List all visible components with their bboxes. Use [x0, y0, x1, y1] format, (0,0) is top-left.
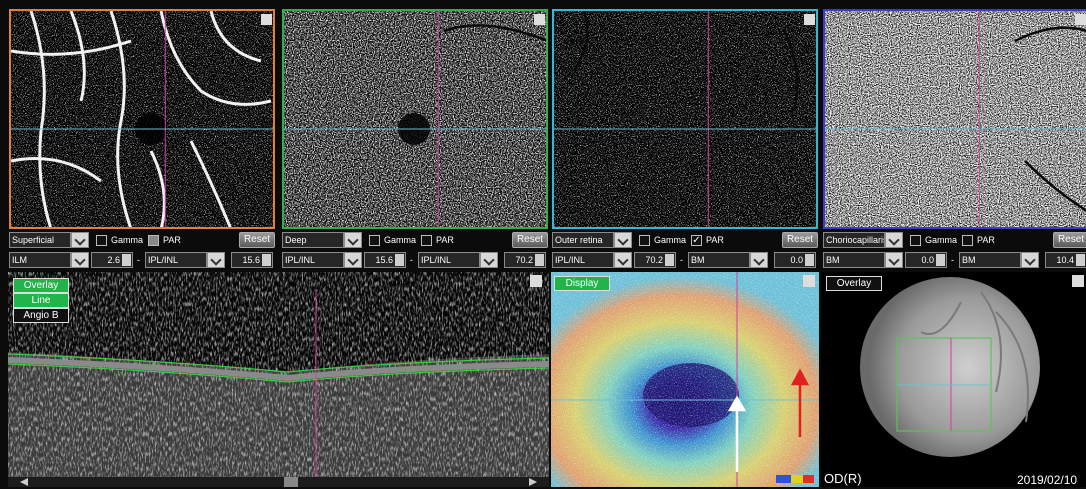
expand-icon[interactable]: [1072, 275, 1084, 287]
reset-button[interactable]: Reset: [239, 232, 275, 248]
view-button[interactable]: Overlay: [13, 278, 69, 293]
upper-offset[interactable]: 2.6: [91, 252, 133, 268]
dropdown-arrow[interactable]: [480, 252, 498, 268]
dropdown-arrow[interactable]: [1021, 252, 1039, 268]
map-speckle: [551, 272, 819, 487]
separator: -: [410, 255, 413, 265]
expand-icon[interactable]: [534, 14, 545, 25]
dropdown-arrow[interactable]: [71, 232, 89, 248]
gamma-checkbox[interactable]: [369, 235, 380, 246]
dropdown-arrow[interactable]: [344, 252, 362, 268]
en-face-image: [825, 11, 1086, 227]
par-checkbox[interactable]: [421, 235, 432, 246]
separator: -: [951, 255, 954, 265]
view-button[interactable]: Angio B: [13, 308, 69, 323]
lower-offset[interactable]: 0.0: [774, 252, 816, 268]
eye-label: OD(R): [824, 471, 862, 486]
view-button[interactable]: Line: [13, 293, 69, 308]
lower-boundary[interactable]: BM: [959, 252, 1021, 268]
angio-speckle: [825, 11, 1086, 227]
color-scale: [803, 475, 814, 483]
fundus-panel: Overlay OD(R) 2019/02/10: [821, 272, 1086, 487]
layer-dropdown[interactable]: Superficial: [9, 232, 71, 248]
lower-boundary[interactable]: BM: [688, 252, 750, 268]
dropdown-arrow[interactable]: [344, 232, 362, 248]
dropdown-arrow[interactable]: [885, 232, 903, 248]
upper-boundary[interactable]: IPL/INL: [282, 252, 344, 268]
lower-boundary[interactable]: IPL/INL: [418, 252, 480, 268]
upper-boundary[interactable]: BM: [823, 252, 885, 268]
en-face-panel: [552, 9, 818, 229]
par-label: PAR: [977, 235, 995, 245]
fundus-image: [821, 272, 1086, 487]
expand-icon[interactable]: [803, 275, 815, 287]
en-face-panel: [9, 9, 275, 229]
gamma-checkbox[interactable]: [910, 235, 921, 246]
en-face-image: [554, 11, 818, 227]
expand-icon[interactable]: [804, 14, 815, 25]
en-face-panel: [282, 9, 548, 229]
lower-offset[interactable]: 10.4: [1045, 252, 1086, 268]
lower-offset[interactable]: 70.2: [504, 252, 546, 268]
display-button[interactable]: Display: [554, 276, 610, 291]
par-label: PAR: [436, 235, 454, 245]
dropdown-arrow[interactable]: [885, 252, 903, 268]
gamma-checkbox[interactable]: [639, 235, 650, 246]
en-face-image: [284, 11, 548, 227]
layer-dropdown[interactable]: Choriocapillaris: [823, 232, 885, 248]
layer-dropdown[interactable]: Outer retina: [552, 232, 614, 248]
lower-boundary[interactable]: IPL/INL: [145, 252, 207, 268]
reset-button[interactable]: Reset: [782, 232, 818, 248]
gamma-label: Gamma: [384, 235, 416, 245]
reset-button[interactable]: Reset: [512, 232, 548, 248]
dropdown-arrow[interactable]: [614, 232, 632, 248]
par-checkbox[interactable]: [148, 235, 159, 246]
app-window: OverlayLineAngio B Display Overlay OD(R)…: [0, 0, 1086, 487]
layer-dropdown[interactable]: Deep: [282, 232, 344, 248]
dropdown-arrow[interactable]: [71, 252, 89, 268]
overlay-button[interactable]: Overlay: [826, 276, 882, 291]
map-image: [551, 272, 819, 487]
dropdown-arrow[interactable]: [614, 252, 632, 268]
upper-offset[interactable]: 0.0: [905, 252, 947, 268]
lower-offset[interactable]: 15.6: [231, 252, 273, 268]
color-scale: [791, 475, 803, 483]
reset-button[interactable]: Reset: [1053, 232, 1086, 248]
expand-icon[interactable]: [530, 275, 542, 287]
gamma-checkbox[interactable]: [96, 235, 107, 246]
bscan-image: [8, 272, 549, 487]
dropdown-arrow[interactable]: [750, 252, 768, 268]
gamma-label: Gamma: [111, 235, 143, 245]
separator: -: [680, 255, 683, 265]
separator: -: [137, 255, 140, 265]
par-checkbox[interactable]: ✓: [691, 235, 702, 246]
gamma-label: Gamma: [925, 235, 957, 245]
upper-boundary[interactable]: ILM: [9, 252, 71, 268]
expand-icon[interactable]: [1075, 14, 1086, 25]
par-checkbox[interactable]: [962, 235, 973, 246]
upper-offset[interactable]: 70.2: [634, 252, 676, 268]
exam-date: 2019/02/10: [1017, 473, 1077, 487]
par-label: PAR: [163, 235, 181, 245]
gamma-label: Gamma: [654, 235, 686, 245]
scrollbar[interactable]: [8, 477, 549, 487]
expand-icon[interactable]: [261, 14, 272, 25]
scroll-thumb[interactable]: [284, 477, 298, 487]
en-face-panel: [823, 9, 1086, 229]
angio-speckle: [554, 11, 818, 227]
upper-offset[interactable]: 15.6: [364, 252, 406, 268]
dropdown-arrow[interactable]: [207, 252, 225, 268]
upper-boundary[interactable]: IPL/INL: [552, 252, 614, 268]
en-face-image: [11, 11, 275, 227]
fundus-photo: [860, 277, 1040, 457]
thickness-map: Display: [551, 272, 819, 487]
par-label: PAR: [706, 235, 724, 245]
